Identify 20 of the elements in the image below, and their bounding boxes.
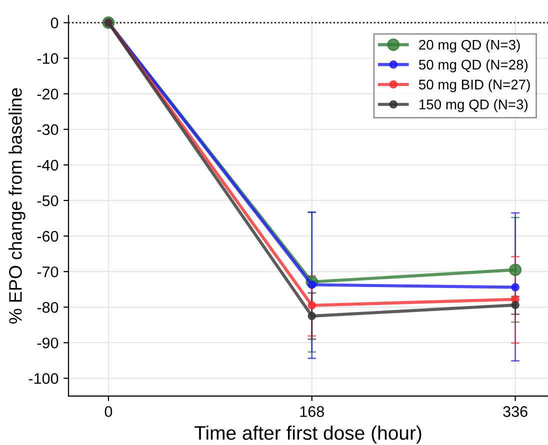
y-tick-label: -70	[37, 266, 58, 278]
legend-label: 20 mg QD (N=3)	[419, 39, 520, 52]
legend-label: 50 mg BID (N=27)	[418, 79, 530, 92]
y-tick-label: -40	[37, 160, 58, 171]
y-axis-title: % EPO change from baseline	[8, 88, 26, 324]
y-tick-label: -100	[28, 373, 58, 384]
y-tick-label: -30	[37, 124, 58, 136]
legend-label: 150 mg QD (N=3)	[419, 99, 528, 112]
y-tick-label: -10	[37, 53, 58, 64]
x-tick-label: 336	[503, 406, 528, 417]
x-axis-title: Time after first dose (hour)	[194, 426, 422, 444]
y-tick-label: -60	[37, 230, 58, 242]
y-tick-label: -20	[37, 88, 58, 100]
y-tick-label: 0	[50, 18, 58, 28]
x-tick-label: 168	[300, 406, 324, 417]
y-tick-label: -50	[37, 195, 58, 206]
legend-label: 50 mg QD (N=28)	[418, 59, 528, 72]
y-tick-label: -80	[37, 302, 58, 313]
x-tick-label: 0	[104, 406, 112, 417]
y-tick-label: -90	[37, 338, 58, 348]
